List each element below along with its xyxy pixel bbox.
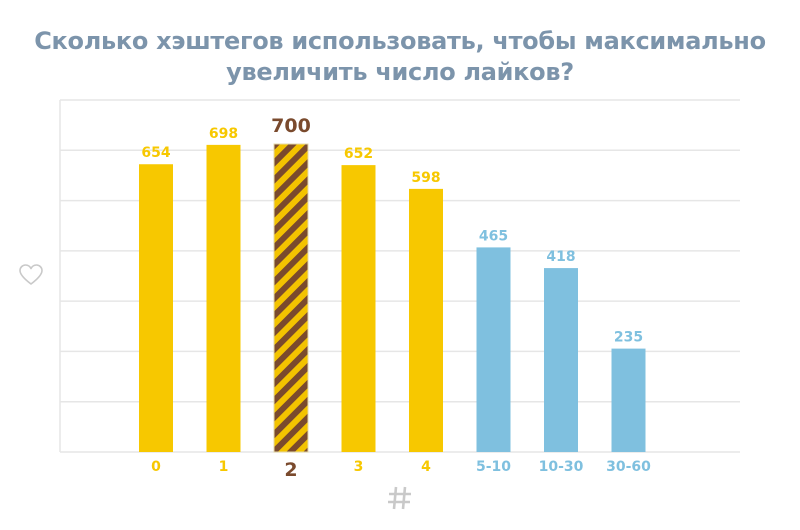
bar-3 [341,165,376,452]
bar-1 [206,144,241,452]
chart-title-line-1: Сколько хэштегов использовать, чтобы мак… [34,27,766,55]
bar-2 [273,143,309,453]
value-label-1: 698 [209,126,238,142]
grid-lines [59,99,740,453]
value-label-30-60: 235 [614,330,643,346]
bars [139,143,646,453]
bar-4 [409,188,443,452]
chart-title-line-2: увеличить число лайков? [226,58,574,86]
value-label-3: 652 [344,146,373,162]
bar-30-60 [611,348,646,452]
bar-10-30 [544,268,578,452]
hash-icon [388,486,411,510]
x-tick-label-2: 2 [284,459,297,481]
x-tick-label-1: 1 [219,459,229,475]
x-tick-label-3: 3 [354,459,364,475]
x-tick-labels: 0 1 2 3 4 5-10 10-30 30-60 [151,459,651,481]
x-tick-label-0: 0 [151,459,161,475]
heart-outline-icon [19,264,43,285]
bar-5-10 [476,247,511,452]
chart-title: Сколько хэштегов использовать, чтобы мак… [0,26,800,88]
bar-0 [139,164,173,453]
x-tick-label-4: 4 [421,459,431,475]
value-label-0: 654 [141,145,170,161]
x-tick-label-10-30: 10-30 [539,459,584,475]
x-tick-label-5-10: 5-10 [476,459,511,475]
value-label-5-10: 465 [479,228,508,244]
value-label-4: 598 [411,170,440,186]
value-labels: 654 698 700 652 598 465 418 235 [141,115,643,346]
x-tick-label-30-60: 30-60 [606,459,651,475]
value-label-2: 700 [271,115,311,137]
value-label-10-30: 418 [546,249,575,265]
